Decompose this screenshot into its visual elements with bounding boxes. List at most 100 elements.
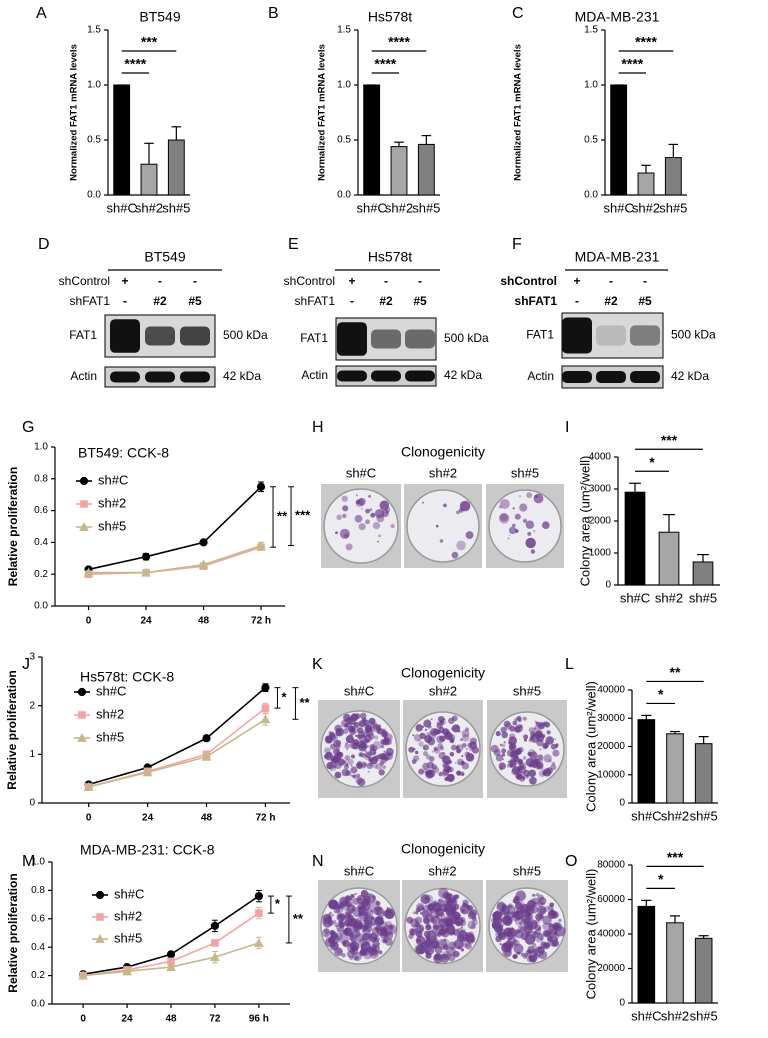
colony (451, 551, 459, 559)
colony (355, 734, 358, 738)
colony (379, 761, 384, 766)
colony (522, 716, 527, 721)
colony (362, 741, 367, 746)
colony (438, 771, 443, 777)
colony (507, 537, 510, 540)
colony (424, 897, 429, 901)
colony (513, 911, 517, 914)
colony (501, 748, 507, 754)
colony (435, 524, 439, 528)
colony (437, 898, 445, 905)
colony (536, 764, 542, 770)
colony (358, 938, 368, 947)
lane-label: #2 (379, 294, 393, 308)
point (256, 540, 266, 550)
panel-letter: B (268, 5, 279, 22)
colony (461, 729, 470, 738)
colony (367, 753, 370, 756)
colony (338, 728, 341, 731)
colony (342, 941, 347, 946)
colony (454, 916, 464, 926)
y-tick-label: 1.0 (34, 442, 48, 453)
colony (439, 720, 444, 725)
colony (336, 728, 340, 731)
y-tick-label: 1.0 (87, 80, 101, 91)
colony (458, 508, 464, 513)
series-line (88, 687, 266, 786)
colony (375, 901, 381, 906)
lane-label: #5 (188, 294, 202, 308)
colony (511, 914, 515, 918)
colony (361, 926, 371, 936)
y-axis-label: Relative proliferation (6, 467, 20, 586)
image-label: sh#2 (429, 683, 457, 698)
colony (408, 933, 414, 939)
legend-label: sh#C (98, 472, 128, 487)
colony (348, 935, 354, 941)
row-label: shControl (284, 274, 335, 288)
colony (347, 758, 354, 766)
legend-marker (79, 521, 89, 531)
panel-letter: C (512, 5, 524, 22)
row-label: shFAT1 (70, 294, 111, 308)
y-tick-label: 0.5 (87, 135, 101, 146)
y-tick-label: 0.2 (34, 569, 48, 580)
colony (451, 724, 461, 733)
colony (428, 756, 435, 762)
legend-label: sh#5 (114, 930, 142, 945)
colony (345, 932, 349, 936)
colony (434, 933, 437, 936)
colony (514, 726, 521, 733)
bar (666, 922, 684, 1004)
colony (523, 734, 529, 740)
colony (414, 734, 422, 742)
colony (519, 503, 528, 512)
colony (418, 741, 424, 747)
y-axis-label: Normalized FAT1 mRNA levels (69, 44, 80, 181)
colony (548, 758, 552, 763)
panel-letter: H (312, 419, 324, 436)
y-tick-label: 0.0 (87, 190, 101, 201)
colony (341, 952, 346, 958)
lane-label: + (573, 274, 580, 288)
colony (344, 911, 352, 919)
colony (465, 748, 468, 750)
colony (323, 928, 330, 935)
colony (348, 723, 351, 725)
x-tick-label: sh#C (603, 200, 633, 215)
dish (406, 489, 480, 563)
colony (435, 925, 440, 930)
colony (341, 768, 350, 777)
image-label: sh#C (344, 863, 374, 878)
colony (539, 748, 542, 751)
colony (343, 533, 349, 539)
colony (375, 754, 381, 760)
colony (379, 500, 390, 511)
significance-label: * (275, 896, 281, 911)
blot-band (110, 319, 140, 353)
lane-label: #5 (638, 294, 652, 308)
panel-letter: O (565, 853, 577, 870)
y-axis-label: Relative proliferation (6, 873, 20, 992)
colony (368, 757, 373, 762)
colony (432, 766, 440, 774)
colony (448, 717, 455, 725)
colony (360, 941, 371, 952)
y-tick-label: 2000 (589, 516, 612, 527)
y-tick-label: 1.0 (584, 80, 598, 91)
colony (368, 494, 371, 498)
colony (526, 492, 533, 499)
colony (360, 753, 366, 758)
bar (637, 172, 655, 196)
colony (450, 727, 454, 731)
colony (516, 716, 521, 721)
colony (360, 712, 367, 720)
colony (364, 750, 367, 753)
colony (538, 769, 547, 778)
colony (365, 519, 370, 525)
colony (529, 776, 537, 785)
image-title: Clonogenicity (401, 841, 485, 857)
colony (345, 735, 354, 744)
point (254, 891, 263, 901)
